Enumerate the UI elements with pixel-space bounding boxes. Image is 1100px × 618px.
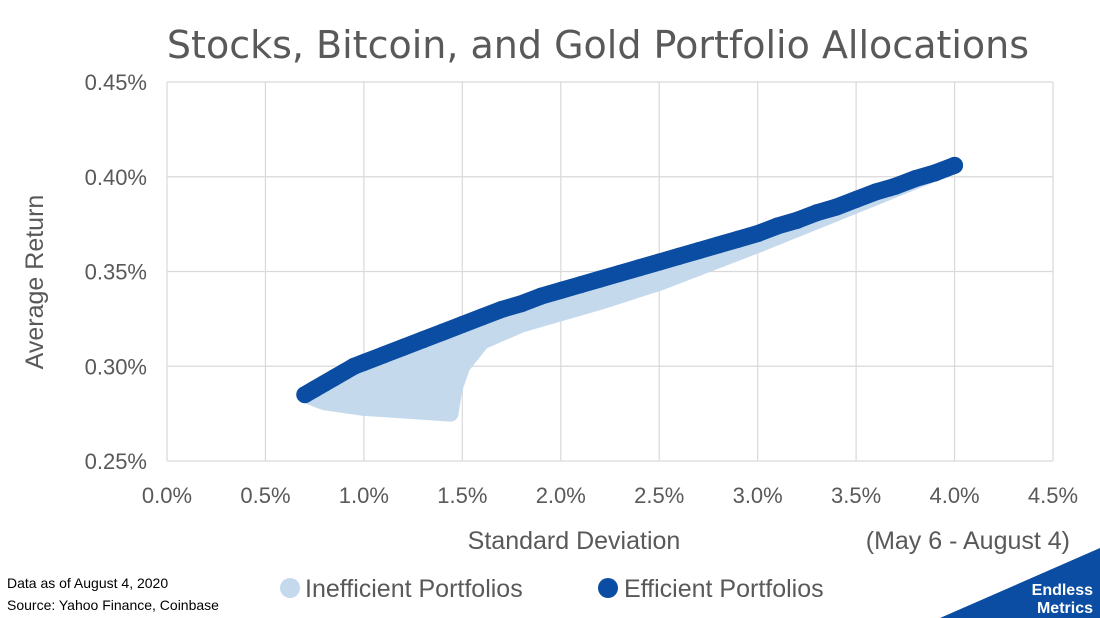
footnote-date: Data as of August 4, 2020 bbox=[7, 575, 168, 591]
efficient-portfolio-point bbox=[473, 308, 491, 326]
x-tick-label: 0.0% bbox=[142, 483, 192, 508]
legend: Inefficient Portfolios Efficient Portfol… bbox=[280, 575, 824, 603]
efficient-portfolio-point bbox=[768, 217, 786, 235]
efficient-portfolio-point bbox=[375, 346, 393, 364]
efficient-portfolio-point bbox=[394, 338, 412, 356]
efficient-portfolio-point bbox=[414, 331, 432, 349]
efficient-portfolio-point bbox=[532, 287, 550, 305]
tick-labels: 0.0% 0.5% 1.0% 1.5% 2.0% 2.5% 3.0% 3.5% 4.0% 4.5%… bbox=[85, 70, 1078, 508]
efficient-portfolio-point bbox=[690, 242, 708, 260]
efficient-portfolio-point bbox=[631, 259, 649, 277]
legend-label-inefficient: Inefficient Portfolios bbox=[305, 575, 523, 603]
efficient-portfolio-point bbox=[650, 253, 668, 271]
x-tick-label: 1.0% bbox=[339, 483, 389, 508]
efficient-portfolio-point bbox=[709, 236, 727, 254]
efficient-portfolio-point bbox=[946, 156, 964, 174]
efficient-portfolio-point bbox=[906, 170, 924, 188]
efficient-portfolio-point bbox=[926, 164, 944, 182]
footnote-source: Source: Yahoo Finance, Coinbase bbox=[7, 597, 219, 613]
x-tick-label: 4.5% bbox=[1028, 483, 1078, 508]
y-tick-label: 0.40% bbox=[85, 165, 147, 190]
y-tick-label: 0.45% bbox=[85, 70, 147, 95]
x-axis-title: Standard Deviation bbox=[468, 527, 681, 555]
x-tick-label: 2.0% bbox=[536, 483, 586, 508]
y-axis-title: Average Return bbox=[21, 195, 49, 370]
y-tick-label: 0.35% bbox=[85, 260, 147, 285]
y-tick-label: 0.30% bbox=[85, 354, 147, 379]
efficient-portfolio-point bbox=[847, 190, 865, 208]
x-tick-label: 0.5% bbox=[240, 483, 290, 508]
efficient-portfolio-point bbox=[355, 353, 373, 371]
efficient-portfolio-point bbox=[808, 204, 826, 222]
efficient-portfolio-point bbox=[434, 323, 452, 341]
efficient-portfolio-point bbox=[749, 225, 767, 243]
efficient-portfolio-point bbox=[886, 177, 904, 195]
efficient-portfolio-point bbox=[611, 264, 629, 282]
efficient-portfolio-point bbox=[552, 281, 570, 299]
x-tick-label: 3.0% bbox=[733, 483, 783, 508]
efficient-portfolio-point bbox=[670, 247, 688, 265]
legend-item-efficient: Efficient Portfolios bbox=[598, 575, 824, 603]
efficient-portfolio-point bbox=[493, 300, 511, 318]
chart-title: Stocks, Bitcoin, and Gold Portfolio Allo… bbox=[167, 23, 1029, 67]
efficient-portfolio-point bbox=[867, 183, 885, 201]
x-tick-label: 1.5% bbox=[437, 483, 487, 508]
logo-banner bbox=[940, 548, 1100, 618]
legend-swatch-inefficient bbox=[280, 578, 300, 598]
endless-metrics-logo: Endless Metrics bbox=[940, 548, 1100, 618]
efficient-portfolio-point bbox=[827, 198, 845, 216]
efficient-portfolio-point bbox=[729, 230, 747, 248]
legend-label-efficient: Efficient Portfolios bbox=[624, 575, 824, 603]
efficient-portfolio-point bbox=[571, 276, 589, 294]
legend-swatch-efficient bbox=[598, 578, 618, 598]
efficient-portfolio-point bbox=[591, 270, 609, 288]
y-tick-label: 0.25% bbox=[85, 449, 147, 474]
legend-item-inefficient: Inefficient Portfolios bbox=[280, 575, 523, 603]
x-tick-label: 3.5% bbox=[831, 483, 881, 508]
x-tick-label: 4.0% bbox=[929, 483, 979, 508]
efficient-portfolio-point bbox=[512, 295, 530, 313]
logo-text-line1: Endless bbox=[1032, 582, 1093, 599]
efficient-points-layer bbox=[296, 156, 964, 404]
efficient-portfolio-point bbox=[453, 316, 471, 334]
x-tick-label: 2.5% bbox=[634, 483, 684, 508]
period-label: (May 6 - August 4) bbox=[866, 527, 1070, 555]
logo-text-line2: Metrics bbox=[1037, 600, 1093, 617]
efficient-portfolio-point bbox=[788, 211, 806, 229]
